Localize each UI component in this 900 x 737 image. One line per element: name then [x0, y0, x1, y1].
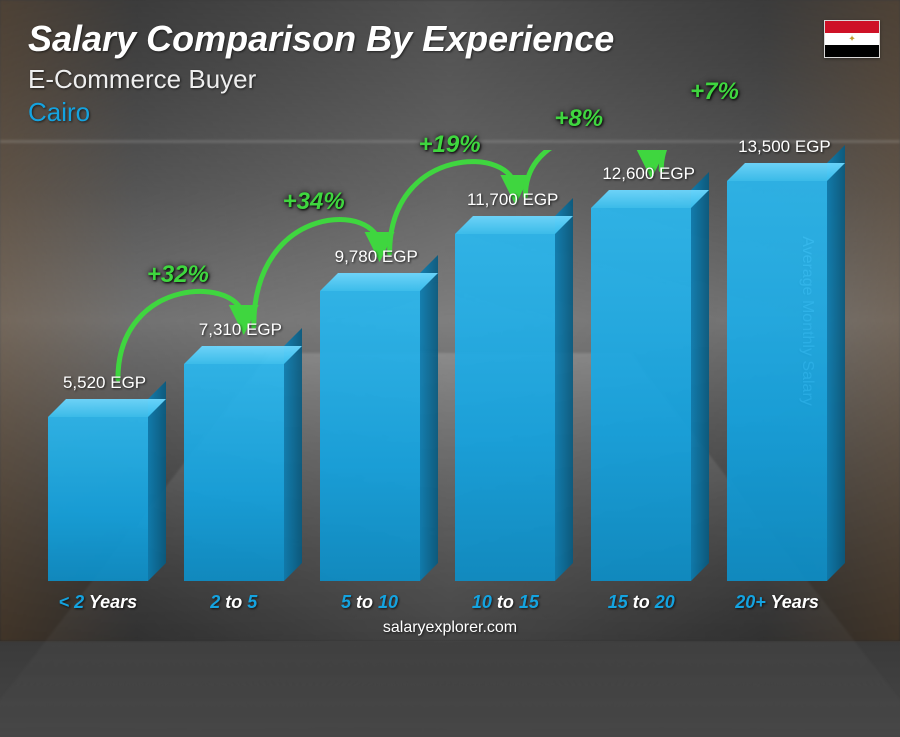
header: Salary Comparison By Experience E-Commer… [28, 18, 872, 128]
x-axis-label: 20+ Years [722, 592, 832, 613]
chart-title: Salary Comparison By Experience [28, 18, 872, 60]
x-axis-label: 5 to 10 [315, 592, 425, 613]
flag-stripe-bottom [825, 45, 879, 57]
increase-pct-label: +32% [147, 261, 209, 289]
bar-group: 9,780 EGP [315, 291, 425, 581]
bar-group: 11,700 EGP [450, 234, 560, 581]
bar-top-face [320, 273, 438, 291]
bar-group: 13,500 EGP [722, 181, 832, 581]
flag-emblem-icon: ✦ [848, 34, 856, 45]
bar-top-face [184, 346, 302, 364]
increase-pct-label: +7% [690, 78, 739, 106]
bar: 9,780 EGP [320, 291, 420, 581]
country-flag-egypt: ✦ [824, 20, 880, 58]
bar: 13,500 EGP [727, 181, 827, 581]
bar-value-label: 5,520 EGP [63, 373, 146, 393]
bar-value-label: 12,600 EGP [602, 164, 695, 184]
bar-front-face [591, 208, 691, 581]
bar-top-face [591, 190, 709, 208]
x-axis-label: < 2 Years [43, 592, 153, 613]
bar-value-label: 7,310 EGP [199, 320, 282, 340]
flag-stripe-middle: ✦ [825, 33, 879, 45]
bar-top-face [455, 216, 573, 234]
bar-side-face [691, 172, 709, 581]
chart-location: Cairo [28, 97, 872, 128]
bar-group: 12,600 EGP [586, 208, 696, 581]
bar-front-face [184, 364, 284, 581]
x-axis-label: 2 to 5 [179, 592, 289, 613]
bar-top-face [48, 399, 166, 417]
bar-value-label: 11,700 EGP [467, 190, 558, 210]
flag-stripe-top [825, 21, 879, 33]
footer-attribution: salaryexplorer.com [0, 619, 900, 637]
bar-side-face [827, 145, 845, 581]
bar-front-face [48, 417, 148, 581]
bar-front-face [455, 234, 555, 581]
bar-front-face [727, 181, 827, 581]
x-axis: < 2 Years 2 to 5 5 to 10 10 to 15 15 to 20 20… [30, 592, 845, 613]
bar: 7,310 EGP [184, 364, 284, 581]
bar-side-face [284, 328, 302, 581]
x-axis-label: 15 to 20 [586, 592, 696, 613]
chart-subtitle: E-Commerce Buyer [28, 64, 872, 95]
bar-top-face [727, 163, 845, 181]
x-axis-label: 10 to 15 [450, 592, 560, 613]
bar: 11,700 EGP [455, 234, 555, 581]
bar-side-face [555, 198, 573, 581]
increase-pct-label: +34% [283, 188, 345, 216]
bar: 5,520 EGP [48, 417, 148, 581]
bars-container: 5,520 EGP 7,310 EGP 9,780 EGP 11,700 EGP 12,… [30, 150, 845, 581]
bar-chart: 5,520 EGP 7,310 EGP 9,780 EGP 11,700 EGP 12,… [30, 150, 845, 581]
increase-pct-label: +19% [419, 131, 481, 159]
bar: 12,600 EGP [591, 208, 691, 581]
bar-side-face [420, 255, 438, 581]
bar-front-face [320, 291, 420, 581]
increase-pct-label: +8% [554, 105, 603, 133]
bar-group: 7,310 EGP [179, 364, 289, 581]
bar-value-label: 13,500 EGP [738, 137, 831, 157]
bar-group: 5,520 EGP [43, 417, 153, 581]
bar-value-label: 9,780 EGP [335, 247, 418, 267]
